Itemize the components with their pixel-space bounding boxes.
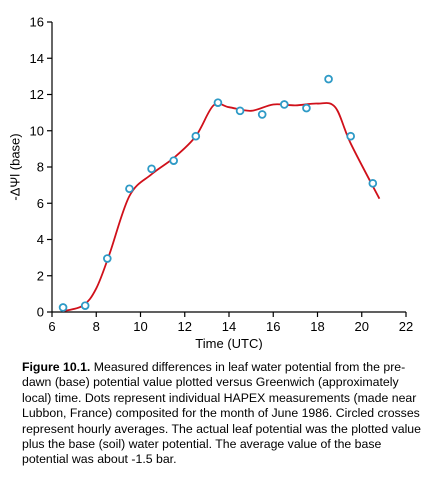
data-point <box>191 131 201 141</box>
data-point <box>346 131 355 141</box>
y-tick-label: 12 <box>30 87 44 102</box>
x-tick-label: 10 <box>133 319 147 334</box>
caption-label: Figure 10.1. <box>22 360 91 374</box>
y-tick-label: 2 <box>37 268 44 283</box>
caption-text: Measured differences in leaf water poten… <box>22 360 421 467</box>
data-point <box>103 254 112 263</box>
y-axis-title: -ΔΨl (base) <box>7 133 22 200</box>
y-tick-label: 0 <box>37 305 44 320</box>
y-tick-label: 10 <box>30 123 44 138</box>
x-tick-label: 12 <box>178 319 192 334</box>
y-tick-label: 8 <box>37 160 44 175</box>
data-points-group <box>58 74 378 312</box>
x-tick-label: 6 <box>48 319 55 334</box>
data-point <box>58 303 68 312</box>
data-point <box>324 74 333 84</box>
y-tick-label: 14 <box>30 51 44 66</box>
x-tick-label: 22 <box>399 319 413 334</box>
chart: 6 8 10 12 14 16 18 20 22 0 2 4 6 8 10 12 14 16 Time (UTC)… <box>7 15 414 351</box>
smoothed-curve-group <box>62 102 381 312</box>
data-point <box>147 164 156 174</box>
x-tick-label: 18 <box>310 319 324 334</box>
data-point <box>257 110 267 119</box>
x-axis-title: Time (UTC) <box>195 336 262 350</box>
data-point <box>235 106 245 116</box>
data-point <box>302 103 311 113</box>
data-point <box>169 156 178 165</box>
y-tick-label: 4 <box>37 232 44 247</box>
x-tick-label: 14 <box>222 319 236 334</box>
data-point <box>80 301 90 310</box>
smoothed-curve <box>62 102 381 312</box>
x-tick-label: 20 <box>355 319 369 334</box>
y-tick-label: 16 <box>30 15 44 30</box>
figure-caption: Figure 10.1. Measured differences in lea… <box>22 360 422 468</box>
y-tick-label: 6 <box>37 196 44 211</box>
data-point <box>125 184 134 194</box>
axes: 6 8 10 12 14 16 18 20 22 0 2 4 6 8 10 12 14 16 <box>30 15 414 335</box>
x-tick-label: 16 <box>266 319 280 334</box>
data-point <box>368 179 378 188</box>
data-point <box>280 100 289 109</box>
data-point <box>213 98 223 107</box>
x-tick-label: 8 <box>93 319 100 334</box>
